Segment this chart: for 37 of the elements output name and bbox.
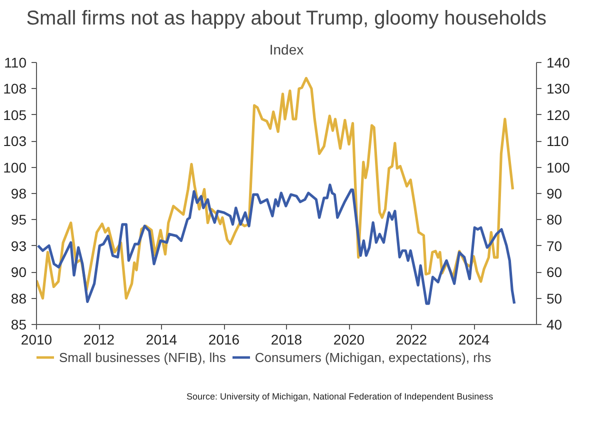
y-tick-label: 108 xyxy=(3,80,27,97)
y-tick-label: 98 xyxy=(10,186,27,202)
x-tick-label: 2010 xyxy=(20,332,52,348)
line-series xyxy=(36,184,516,305)
y-tick-label: 110 xyxy=(4,54,27,70)
y-tick-label: 105 xyxy=(3,106,27,123)
source-note: Source: University of Michigan, National Federation of Independent Business xyxy=(186,392,494,402)
legend-label: Consumers (Michigan, expectations), rhs xyxy=(254,350,492,364)
y2-tick-label: 80 xyxy=(546,212,562,228)
y2-tick-label: 100 xyxy=(546,159,570,176)
y-tick-label: 95 xyxy=(10,212,27,228)
y-tick-label: 85 xyxy=(10,316,27,332)
x-tick-label: 2024 xyxy=(458,332,490,348)
y2-tick-label: 50 xyxy=(546,290,562,306)
y-tick-label: 88 xyxy=(10,290,27,306)
y-tick-label: 93 xyxy=(10,238,27,254)
y2-tick-label: 130 xyxy=(546,80,570,97)
y2-tick-label: 40 xyxy=(546,316,562,332)
chart-subtitle: Index xyxy=(269,42,304,58)
legend-label: Small businesses (NFIB), lhs xyxy=(59,350,226,364)
x-tick-label: 2022 xyxy=(396,332,428,348)
x-tick-label: 2020 xyxy=(333,332,365,348)
y2-tick-label: 110 xyxy=(546,133,570,150)
y2-tick-label: 70 xyxy=(546,238,562,254)
x-tick-label: 2012 xyxy=(83,332,115,348)
x-tick-label: 2018 xyxy=(270,332,302,348)
y2-tick-label: 90 xyxy=(546,186,562,202)
x-tick-label: 2016 xyxy=(208,332,240,348)
chart-title: Small firms not as happy about Trump, gloomy households xyxy=(26,8,546,30)
y2-tick-label: 120 xyxy=(546,106,570,123)
y-tick-label: 90 xyxy=(10,264,27,280)
y2-tick-label: 60 xyxy=(546,264,562,280)
line-series xyxy=(36,76,514,300)
x-tick-label: 2014 xyxy=(146,332,178,348)
y-tick-label: 100 xyxy=(3,159,27,176)
y-tick-label: 103 xyxy=(3,133,27,150)
y2-tick-label: 140 xyxy=(546,54,570,70)
